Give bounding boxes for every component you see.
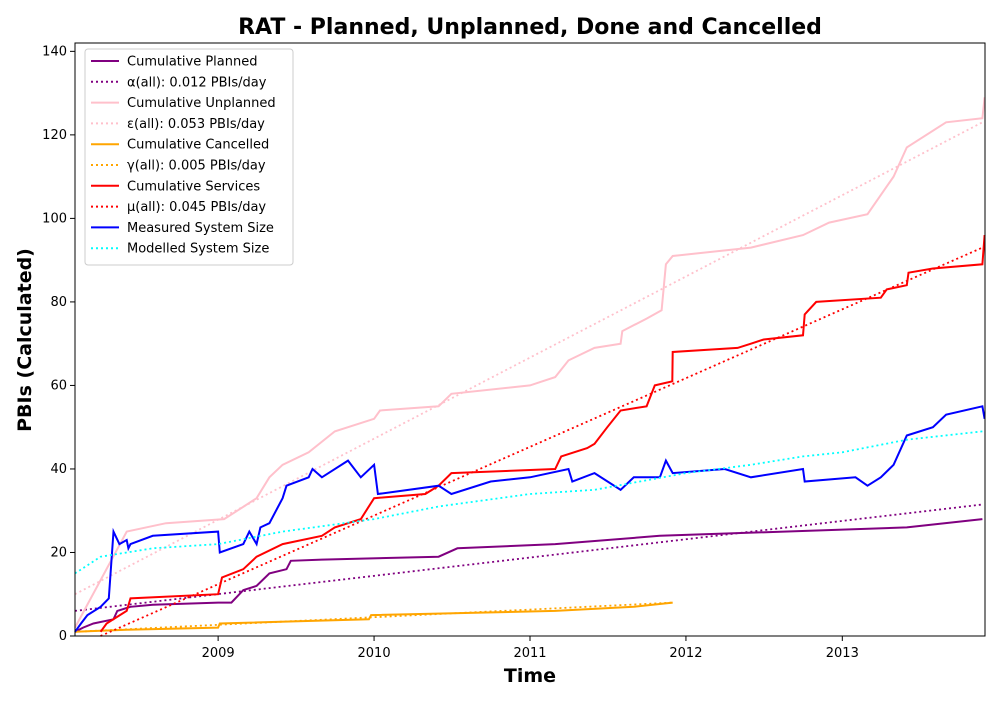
axes: 0 20 40 60 80 100 120 140 2009 2010 2011 2012 2013 (42, 42, 986, 661)
series-line-cumulative-services (99, 235, 986, 633)
x-tick-label: 2011 (513, 646, 546, 661)
x-tick-label: 2010 (358, 646, 391, 661)
series-line-cumulative-cancelled (74, 601, 673, 633)
y-axis-label: PBIs (Calculated) (14, 248, 36, 432)
legend-label: Cumulative Unplanned (127, 96, 276, 111)
series-line-all-0-053-pbis-day-fit (74, 121, 983, 595)
x-tick-label: 2013 (826, 646, 859, 661)
legend-label: Modelled System Size (127, 242, 269, 257)
y-tick-label: 20 (50, 545, 67, 560)
y-tick-label: 140 (42, 44, 67, 59)
series-line-measured-system-size (74, 405, 986, 633)
legend-label: Cumulative Planned (127, 55, 257, 70)
series-line-all-0-012-pbis-day-fit (74, 503, 983, 612)
plot-area (74, 97, 986, 637)
legend-label: μ(all): 0.045 PBIs/day (127, 200, 266, 215)
x-tick-label: 2012 (669, 646, 702, 661)
series-line-cumulative-planned (74, 518, 983, 633)
y-tick-label: 80 (50, 295, 67, 310)
x-tick-label: 2009 (202, 646, 235, 661)
series-line-cumulative-unplanned (74, 97, 986, 629)
chart-title: RAT - Planned, Unplanned, Done and Cance… (238, 15, 822, 40)
series-line-all-0-045-pbis-day-fit (100, 246, 983, 637)
series-line-modelled-system-size-fit (74, 430, 983, 575)
legend-label: Cumulative Cancelled (127, 138, 269, 153)
legend-label: α(all): 0.012 PBIs/day (127, 75, 267, 90)
x-axis-label: Time (504, 665, 556, 687)
legend: Cumulative Planned α(all): 0.012 PBIs/day… (84, 48, 294, 266)
legend-label: ε(all): 0.053 PBIs/day (127, 117, 265, 132)
legend-label: Cumulative Services (127, 179, 260, 194)
legend-label: γ(all): 0.005 PBIs/day (127, 159, 266, 174)
legend-box (84, 48, 294, 266)
y-tick-label: 0 (59, 629, 67, 644)
legend-label: Measured System Size (127, 221, 274, 236)
y-tick-label: 120 (42, 128, 67, 143)
y-tick-label: 60 (50, 378, 67, 393)
y-tick-label: 40 (50, 462, 67, 477)
y-tick-label: 100 (42, 211, 67, 226)
